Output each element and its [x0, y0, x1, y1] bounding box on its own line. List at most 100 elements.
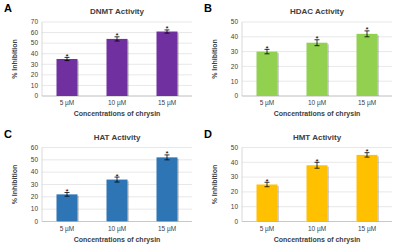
panel: A DNMT Activity 0 10 20 30 40 50 60 70 * * * 5 µM 10 µ… [4, 2, 192, 118]
bar [307, 165, 328, 221]
annotation: * [65, 52, 68, 61]
tick-label: 20 [231, 188, 239, 195]
error-cap [165, 159, 170, 160]
grid-line [42, 159, 192, 160]
annotation: * [365, 25, 368, 34]
bar [257, 185, 278, 222]
category-label: 5 µM [260, 225, 275, 233]
tick-label: 0 [34, 92, 38, 99]
category-label: 5 µM [60, 225, 75, 233]
error-cap [365, 36, 370, 37]
tick-label: 30 [231, 48, 239, 55]
panel: D HMT Activity 0 10 20 30 40 50 * * * 5 µM 10 µM 15 µ… [204, 128, 392, 244]
y-axis-title: % Inhibition [211, 39, 218, 79]
annotation: * [165, 24, 168, 33]
category-label: 15 µM [358, 99, 376, 107]
title: HMT Activity [293, 133, 342, 142]
annotation: * [365, 147, 368, 156]
y-axis [242, 22, 243, 96]
tick-label: 60 [31, 29, 39, 36]
marks [257, 153, 380, 222]
x-axis-title: Concentrations of chrysin [74, 110, 161, 118]
error-cap [315, 45, 320, 46]
category-label: 10 µM [108, 99, 126, 107]
y-axis-title: % Inhibition [11, 165, 18, 205]
marks [57, 155, 180, 222]
bar [57, 59, 78, 96]
tick-label: 70 [31, 18, 39, 25]
tick-label: 0 [234, 218, 238, 225]
category-label: 15 µM [158, 99, 176, 107]
tick-label: 50 [231, 18, 239, 25]
panel: CHAT Activity0102030405060***5 µM10 µM15… [4, 128, 192, 244]
tick-label: 0 [234, 92, 238, 99]
bar [107, 39, 128, 96]
annotation: * [265, 177, 268, 186]
annotation: * [315, 34, 318, 43]
tick-label: 40 [31, 168, 39, 175]
category-label: 15 µM [358, 225, 376, 233]
category-label: 10 µM [308, 99, 326, 107]
grid-line [242, 147, 392, 148]
error-cap [115, 41, 120, 42]
tick-label: 40 [31, 50, 39, 57]
tick-label: 30 [31, 61, 39, 68]
tick-label: 0 [34, 218, 38, 225]
error-cap [115, 182, 120, 183]
tick-label: 10 [31, 205, 39, 212]
tick-label: 10 [231, 78, 239, 85]
y-axis [42, 148, 43, 222]
bar [157, 32, 178, 96]
bar [257, 52, 278, 96]
tick-label: 20 [31, 193, 39, 200]
title: HDAC Activity [290, 7, 344, 16]
tick-label: 20 [231, 63, 239, 70]
grid-line [42, 22, 192, 23]
tick-label: 50 [31, 39, 39, 46]
bar [107, 180, 128, 222]
annotation: * [165, 149, 168, 158]
panel-letter: D [204, 128, 212, 140]
y-axis [42, 22, 43, 96]
tick-label: 10 [231, 203, 239, 210]
tick-label: 30 [31, 181, 39, 188]
annotation: * [315, 157, 318, 166]
grid-line [42, 147, 192, 148]
x-axis-title: Concentrations of chrysin [274, 110, 361, 118]
bar [57, 194, 78, 221]
bar [357, 34, 378, 96]
figure: A DNMT Activity 0 10 20 30 40 50 60 70 * * * 5 µM 10 µ… [0, 0, 400, 251]
category-label: 5 µM [60, 99, 75, 107]
annotation: * [115, 172, 118, 181]
x-axis-title: Concentrations of chrysin [274, 236, 361, 244]
tick-label: 10 [31, 82, 39, 89]
tick-label: 60 [31, 144, 39, 151]
bar [357, 155, 378, 222]
tick-label: 20 [31, 71, 39, 78]
y-axis-title: % Inhibition [211, 165, 218, 205]
error-cap [265, 186, 270, 187]
marks [257, 31, 380, 96]
panel-letter: C [4, 128, 12, 140]
bar [307, 43, 328, 96]
tick-label: 50 [31, 156, 39, 163]
bar [157, 157, 178, 221]
y-axis-title: % Inhibition [11, 39, 18, 79]
marks [57, 30, 180, 96]
tick-label: 40 [231, 159, 239, 166]
tick-label: 50 [231, 144, 239, 151]
title: DNMT Activity [90, 7, 144, 16]
panel-letter: B [204, 2, 212, 14]
error-cap [365, 157, 370, 158]
category-label: 10 µM [308, 225, 326, 233]
tick-label: 30 [231, 173, 239, 180]
annotation: * [115, 31, 118, 40]
annotation: * [65, 187, 68, 196]
tick-label: 40 [231, 33, 239, 40]
category-label: 15 µM [158, 225, 176, 233]
x-axis-title: Concentrations of chrysin [74, 236, 161, 244]
category-label: 5 µM [260, 99, 275, 107]
panel: BHDAC Activity01020304050***5 µM10 µM15 … [204, 2, 392, 118]
panel-letter: A [4, 2, 12, 14]
title: HAT Activity [94, 133, 141, 142]
